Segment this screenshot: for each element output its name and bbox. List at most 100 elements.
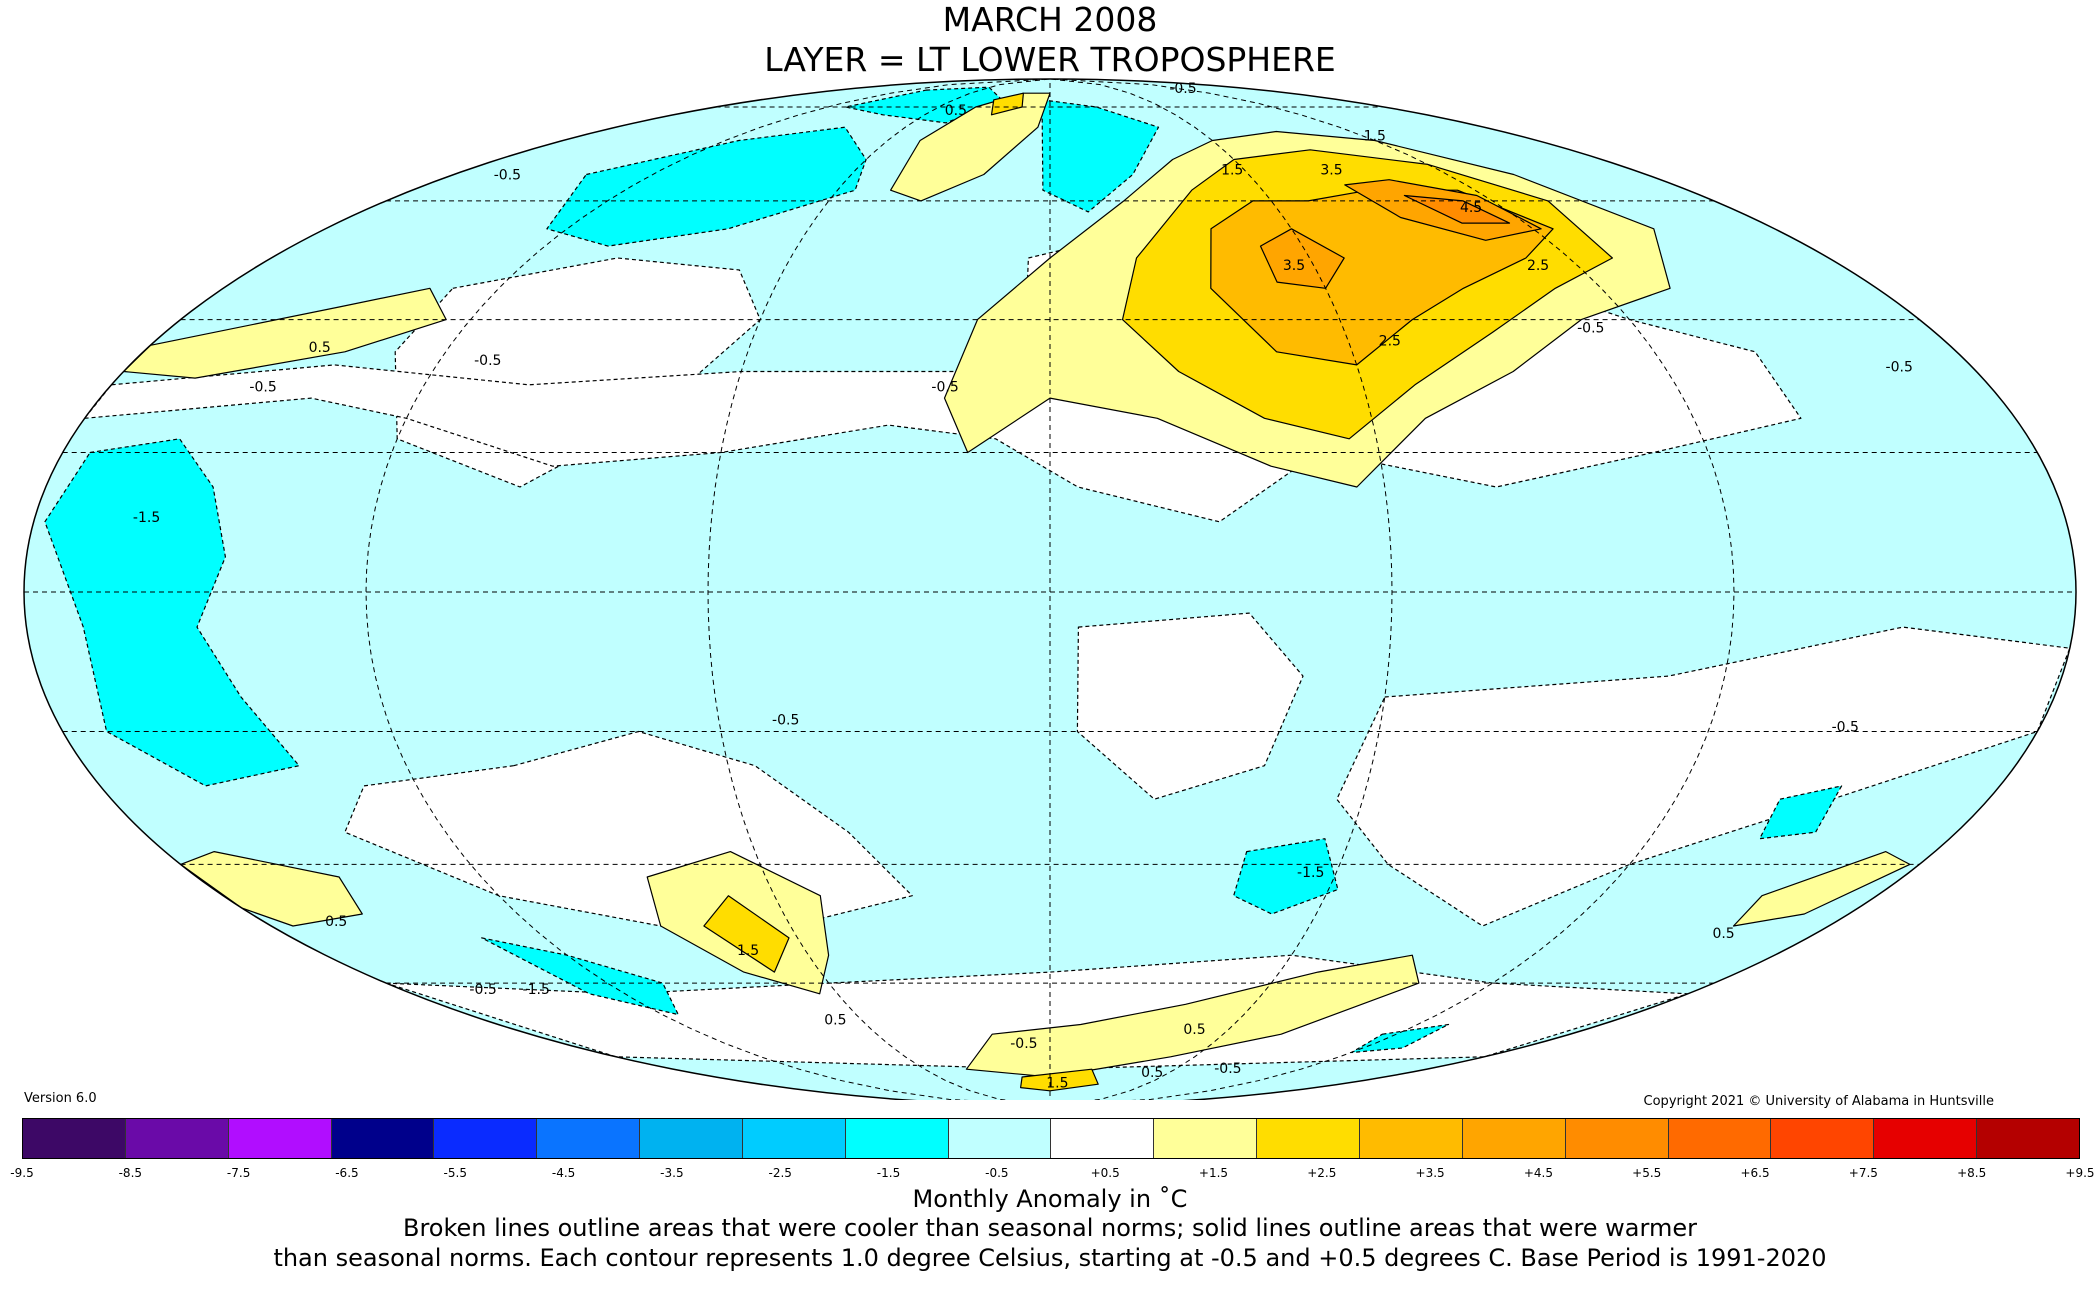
contour-label: 3.5 xyxy=(1320,163,1342,179)
contour-label: 1.5 xyxy=(1046,1076,1068,1092)
color-scale-tick: +8.5 xyxy=(1957,1166,1987,1180)
contour-label: 0.5 xyxy=(1141,1065,1163,1081)
anomaly-region xyxy=(1020,1068,1099,1092)
contour-label: -0.5 xyxy=(1010,1036,1037,1052)
contour-label: 0.5 xyxy=(325,914,347,930)
contour-label: 1.5 xyxy=(1364,129,1386,145)
map-subtitle: LAYER = LT LOWER TROPOSPHERE xyxy=(764,40,1336,79)
color-scale-tick: +1.5 xyxy=(1198,1166,1229,1180)
color-scale-tick: -8.5 xyxy=(118,1166,143,1180)
color-scale-ticks: -9.5 -8.5 -7.5 -6.5 -5.5 -4.5 -3.5 -2.5 -1.5 -0.5… xyxy=(10,1166,2094,1182)
color-scale-tick: +9.5 xyxy=(2065,1166,2095,1180)
anomaly-region xyxy=(481,937,679,1016)
anomaly-region xyxy=(1259,228,1345,289)
contour-label: 2.5 xyxy=(1379,333,1401,349)
contour-label: -1.5 xyxy=(523,982,550,998)
contour-label: 4.5 xyxy=(1460,200,1482,216)
meridian-line xyxy=(1049,79,1735,1100)
color-scale-swatch xyxy=(434,1119,538,1158)
contour-label: 0.5 xyxy=(1183,1022,1205,1038)
color-scale-tick: +6.5 xyxy=(1740,1166,1770,1180)
contour-label: 0.5 xyxy=(309,340,331,356)
color-scale-swatch xyxy=(125,1119,229,1158)
color-scale-tick: -6.5 xyxy=(335,1166,359,1180)
contour-label: 0.5 xyxy=(1712,926,1734,942)
contour-label: 3.5 xyxy=(1283,258,1305,274)
anomaly-region xyxy=(1759,785,1843,840)
unit-label: Monthly Anomaly in ˚C xyxy=(912,1185,1188,1213)
anomaly-region xyxy=(890,92,1051,202)
legend-note-line-1: Broken lines outline areas that were coo… xyxy=(403,1214,1697,1242)
color-scale-swatch xyxy=(1977,1119,2079,1158)
contour-label: 2.5 xyxy=(1527,258,1549,274)
contour-label: -0.5 xyxy=(772,713,799,729)
anomaly-region xyxy=(1732,851,1911,927)
color-scale-swatch xyxy=(640,1119,743,1158)
contour-label: -0.5 xyxy=(1577,320,1604,336)
contour-label: -0.5 xyxy=(1214,1061,1241,1077)
anomaly-region xyxy=(1041,99,1160,213)
color-scale-swatch xyxy=(331,1119,435,1158)
meridian-line xyxy=(365,79,1051,1100)
meridian-line xyxy=(1049,79,1393,1100)
color-scale-swatch xyxy=(1771,1119,1875,1158)
color-scale-swatch xyxy=(948,1119,1052,1158)
mollweide-anomaly-map: 0.5 -0.5 -0.5 0.5 -0.5 -1.5 -0.5 -1.5 -0.5 0.5 1.5… xyxy=(23,78,2077,1100)
color-scale-tick: -7.5 xyxy=(226,1166,251,1180)
color-scale-tick: +0.5 xyxy=(1090,1166,1120,1180)
color-scale-tick: -1.5 xyxy=(876,1166,901,1180)
color-scale-tick: -5.5 xyxy=(443,1166,467,1180)
color-scale-swatch xyxy=(1154,1119,1258,1158)
contour-label: 0.5 xyxy=(824,1013,846,1029)
color-scale-swatch xyxy=(1359,1119,1463,1158)
color-scale-swatch xyxy=(742,1119,846,1158)
anomaly-region xyxy=(546,126,867,247)
anomaly-region xyxy=(1233,838,1339,915)
color-scale-tick: +3.5 xyxy=(1415,1166,1445,1180)
color-scale-swatch xyxy=(1668,1119,1772,1158)
version-label: Version 6.0 xyxy=(24,1091,97,1106)
contour-label: -0.5 xyxy=(474,353,501,369)
contour-label: 1.5 xyxy=(1221,163,1243,179)
color-scale-tick: +5.5 xyxy=(1632,1166,1662,1180)
anomaly-region xyxy=(1076,612,1304,800)
color-scale-swatch xyxy=(1257,1119,1360,1158)
contour-label: 0.5 xyxy=(945,103,967,119)
meridian-line xyxy=(707,79,1051,1100)
anomaly-region xyxy=(1350,1023,1450,1054)
anomaly-region xyxy=(123,287,447,379)
color-scale-tick: -4.5 xyxy=(551,1166,576,1180)
map-title: MARCH 2008 xyxy=(942,0,1158,39)
color-scale-tick: +7.5 xyxy=(1848,1166,1878,1180)
legend-note-line-2: than seasonal norms. Each contour repres… xyxy=(273,1244,1827,1272)
color-scale-tick: +2.5 xyxy=(1307,1166,1337,1180)
contour-label: -0.5 xyxy=(494,168,521,184)
color-scale-swatch xyxy=(845,1119,949,1158)
color-scale-swatch xyxy=(1051,1119,1155,1158)
contour-label: -0.5 xyxy=(1169,81,1196,97)
color-scale-swatch xyxy=(1874,1119,1978,1158)
color-scale-swatch xyxy=(537,1119,641,1158)
color-scale-tick: -0.5 xyxy=(985,1166,1009,1180)
color-scale-swatch xyxy=(228,1119,332,1158)
contour-label: -1.5 xyxy=(1297,865,1324,881)
color-scale-swatch xyxy=(1462,1119,1566,1158)
contour-label: -1.5 xyxy=(133,510,160,526)
color-scale-tick: +4.5 xyxy=(1523,1166,1553,1180)
contour-label: -0.5 xyxy=(1886,360,1913,376)
globe-outline xyxy=(23,78,2077,1100)
anomaly-region xyxy=(1403,194,1511,224)
anomaly-region xyxy=(703,895,790,973)
contour-label: -0.5 xyxy=(1832,720,1859,736)
contour-label: -0.5 xyxy=(931,379,958,395)
color-scale-swatch xyxy=(23,1119,126,1158)
contour-label: -0.5 xyxy=(469,982,496,998)
color-scale-tick: -9.5 xyxy=(10,1166,34,1180)
copyright-label: Copyright 2021 © University of Alabama i… xyxy=(1643,1094,1994,1109)
color-scale-tick: -3.5 xyxy=(660,1166,684,1180)
contour-label: 1.5 xyxy=(737,943,759,959)
contour-label: -0.5 xyxy=(249,379,276,395)
anomaly-region xyxy=(965,954,1420,1078)
anomaly-region xyxy=(845,86,1003,124)
color-scale-bar xyxy=(22,1118,2080,1159)
